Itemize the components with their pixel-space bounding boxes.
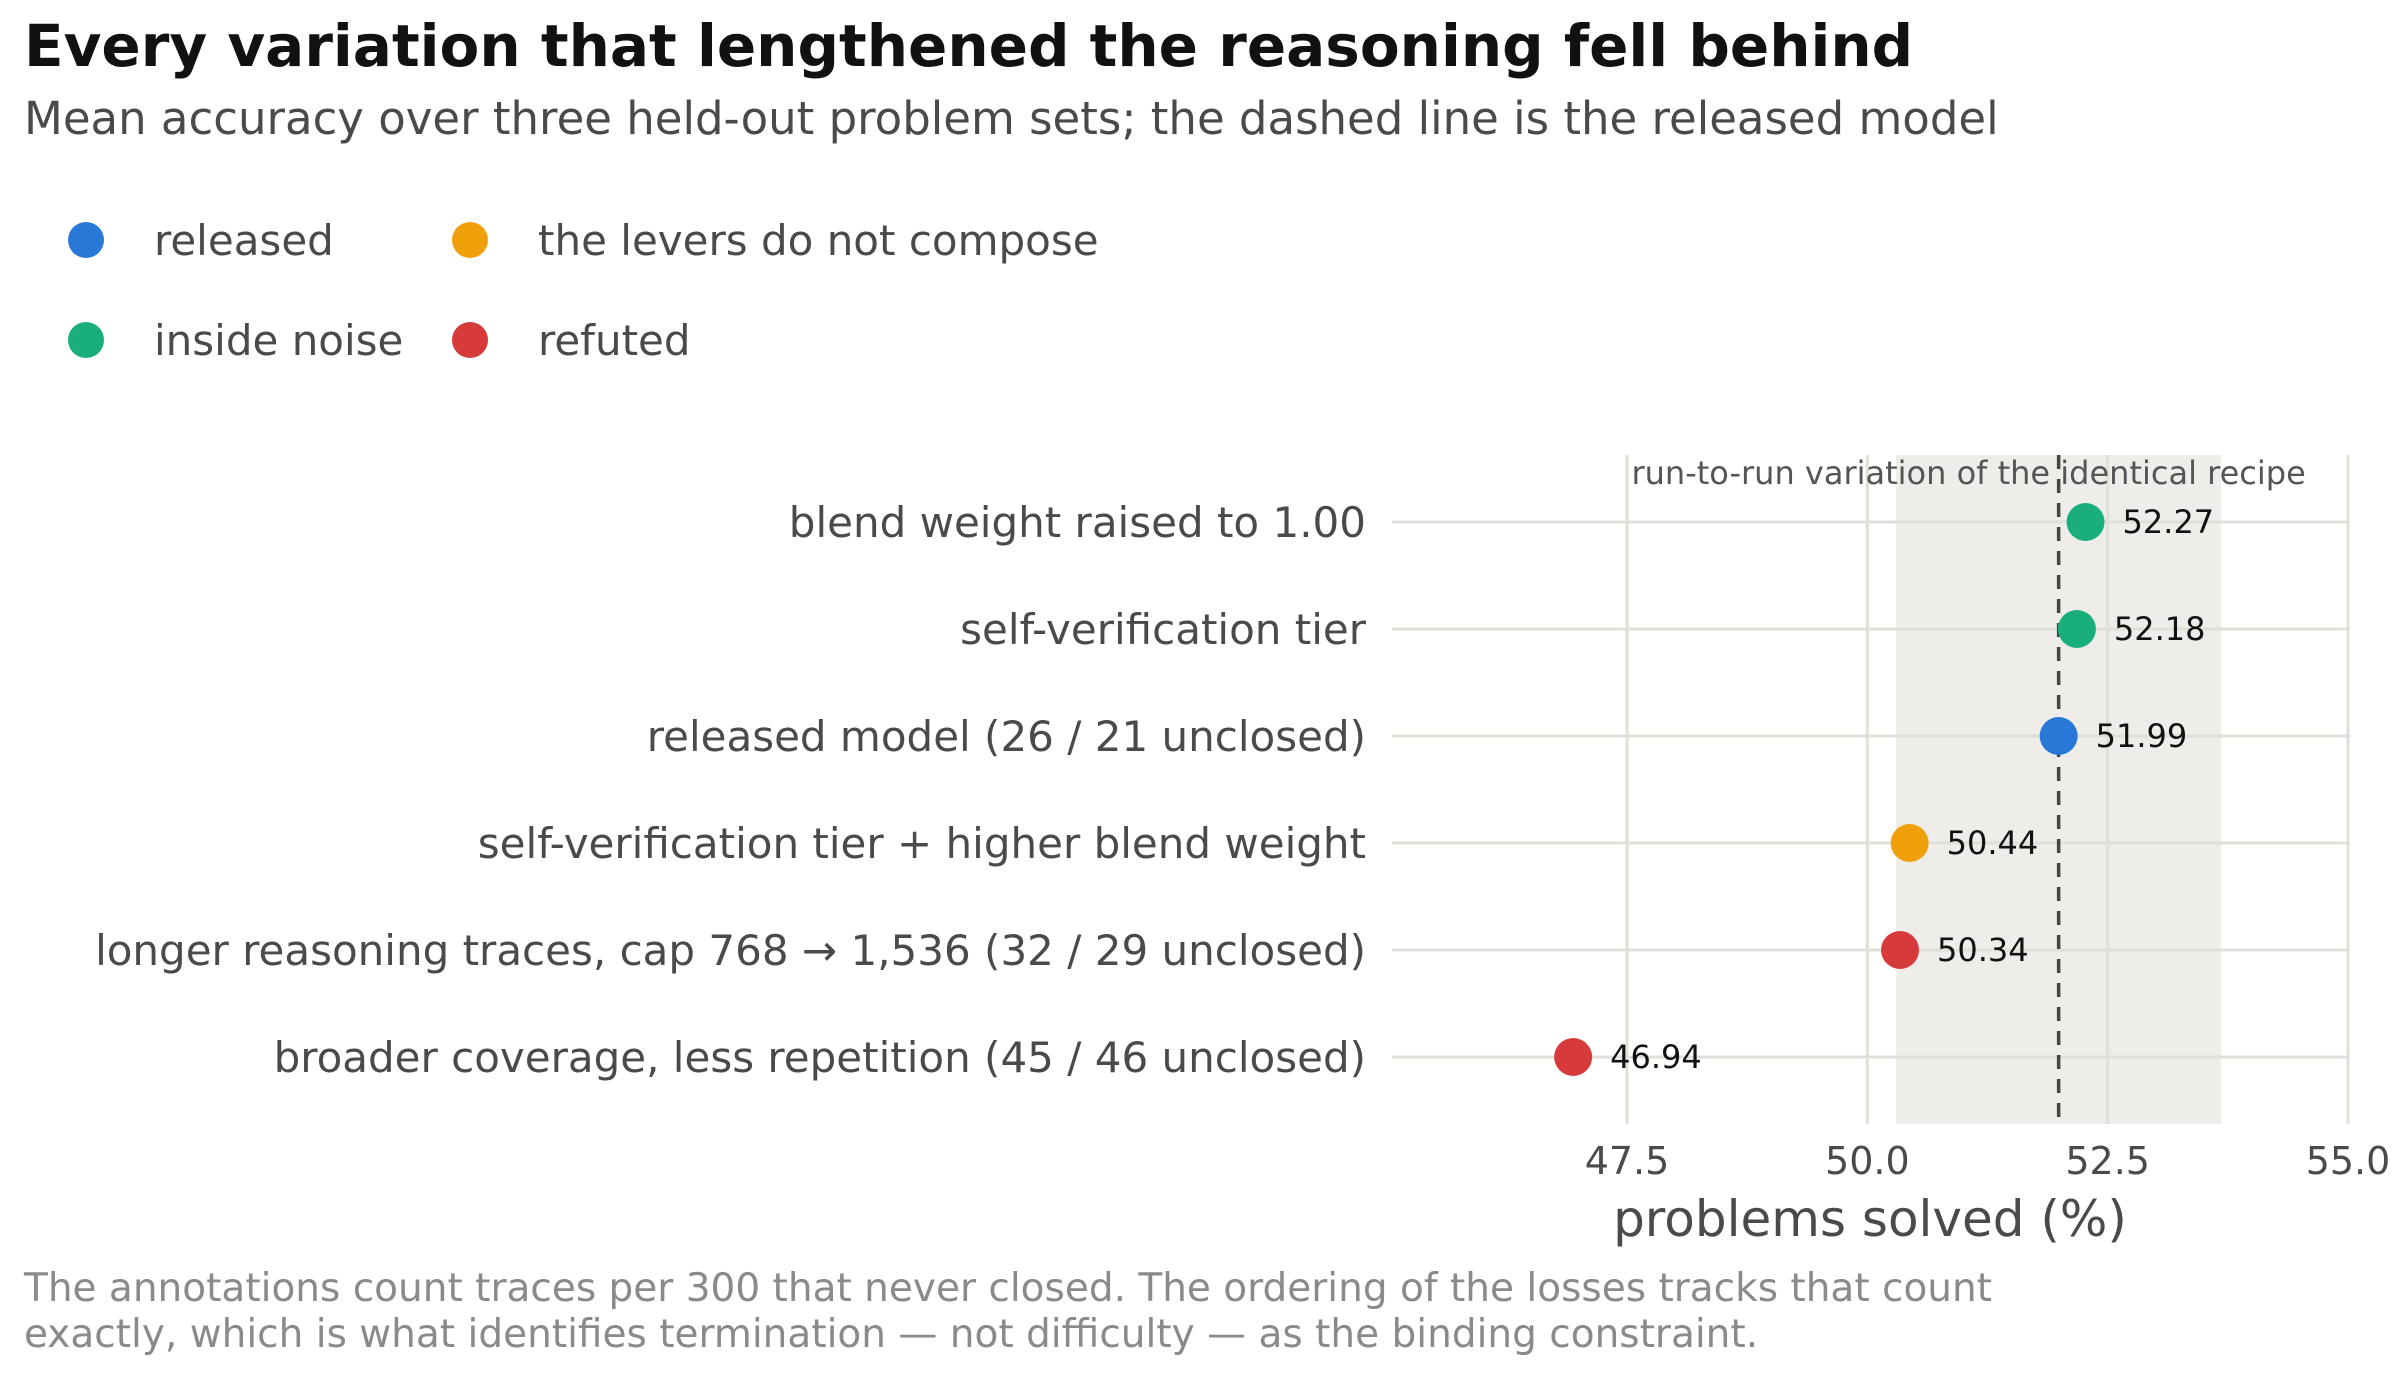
legend-swatch-levers-do-not-compose [452,222,488,258]
data-point-4 [1890,824,1929,862]
legend-swatch-refuted [452,322,488,358]
value-label-1: 52.27 [2123,503,2215,541]
x-tick-label-52.5: 52.5 [2065,1139,2150,1183]
caption-line-2: exactly, which is what identifies termin… [24,1312,1759,1357]
legend-swatch-released [68,222,104,258]
caption: The annotations count traces per 300 tha… [24,1266,2324,1358]
legend-item-levers-do-not-compose: the levers do not compose [408,210,1099,270]
row-label-6: broader coverage, less repetition (45 / … [274,1033,1366,1082]
row-label-3: released model (26 / 21 unclosed) [647,712,1366,761]
value-label-3: 51.99 [2096,717,2188,755]
x-tick-label-47.5: 47.5 [1585,1139,1670,1183]
legend-label-refuted: refuted [538,315,691,365]
value-label-4: 50.44 [1947,824,2039,862]
caption-line-1: The annotations count traces per 300 tha… [24,1266,1993,1311]
value-label-6: 46.94 [1610,1038,1702,1076]
legend-item-released: released [24,210,334,270]
chart-subtitle: Mean accuracy over three held-out proble… [24,92,1999,145]
legend-label-levers-do-not-compose: the levers do not compose [538,215,1099,265]
chart-title: Every variation that lengthened the reas… [24,12,1914,80]
band-label: run-to-run variation of the identical re… [1631,454,2305,492]
legend-label-released: released [154,215,334,265]
x-tick-label-50.0: 50.0 [1825,1139,1910,1183]
legend-label-inside-noise: inside noise [154,315,404,365]
row-label-4: self-verification tier + higher blend we… [478,819,1366,868]
value-label-5: 50.34 [1937,931,2029,969]
data-point-5 [1881,931,1920,969]
row-label-2: self-verification tier [960,605,1367,654]
row-label-5: longer reasoning traces, cap 768 → 1,536… [95,926,1366,975]
value-label-2: 52.18 [2114,610,2206,648]
legend-item-inside-noise: inside noise [24,310,403,370]
data-point-3 [2039,717,2078,755]
data-point-2 [2057,610,2096,648]
legend-swatch-inside-noise [68,322,104,358]
row-label-1: blend weight raised to 1.00 [789,498,1366,547]
x-tick-label-55.0: 55.0 [2306,1139,2391,1183]
data-point-1 [2066,503,2105,541]
legend: released the levers do not compose insid… [24,200,1224,390]
data-point-6 [1554,1038,1593,1076]
x-axis-label: problems solved (%) [1613,1190,2127,1248]
legend-item-refuted: refuted [408,310,691,370]
